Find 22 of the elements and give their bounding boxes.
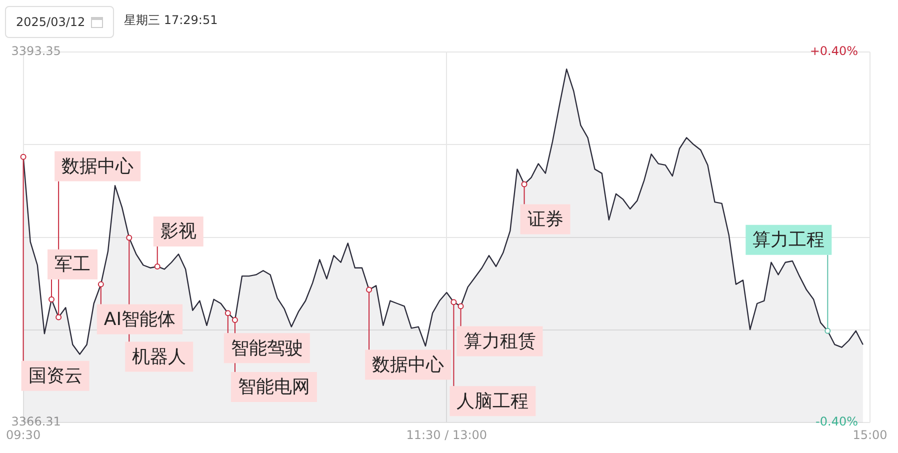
y2-tick-label: +0.40%: [810, 44, 858, 58]
data-label: 军工: [54, 254, 91, 276]
data-label: 算力工程: [752, 230, 825, 251]
data-label: 智能电网: [238, 376, 310, 398]
text: 星期三 17:29:51: [124, 12, 218, 29]
x-tick-label: 09:30: [6, 428, 41, 442]
date-field: 2025/03/12: [5, 6, 114, 38]
data-label: 人脑工程: [456, 390, 529, 412]
data-label: 影视: [160, 221, 196, 242]
data-label: 机器人: [132, 346, 186, 368]
data-label: 数据中心: [62, 156, 134, 177]
data-label: AI智能体: [104, 308, 176, 330]
data-label: 数据中心: [372, 354, 444, 376]
y2-tick-label: -0.40%: [816, 414, 858, 429]
data-label: 证券: [527, 208, 564, 230]
data-label: 国资云: [28, 366, 82, 387]
data-label: 算力租赁: [464, 330, 536, 352]
x-tick-label: 11:30 / 13:00: [406, 428, 488, 442]
x-tick-label: 15:00: [852, 428, 888, 442]
y-tick-label: 3393.35: [11, 44, 61, 58]
data-label: 智能驾驶: [230, 338, 303, 359]
y-tick-label: 3366.31: [11, 414, 61, 429]
